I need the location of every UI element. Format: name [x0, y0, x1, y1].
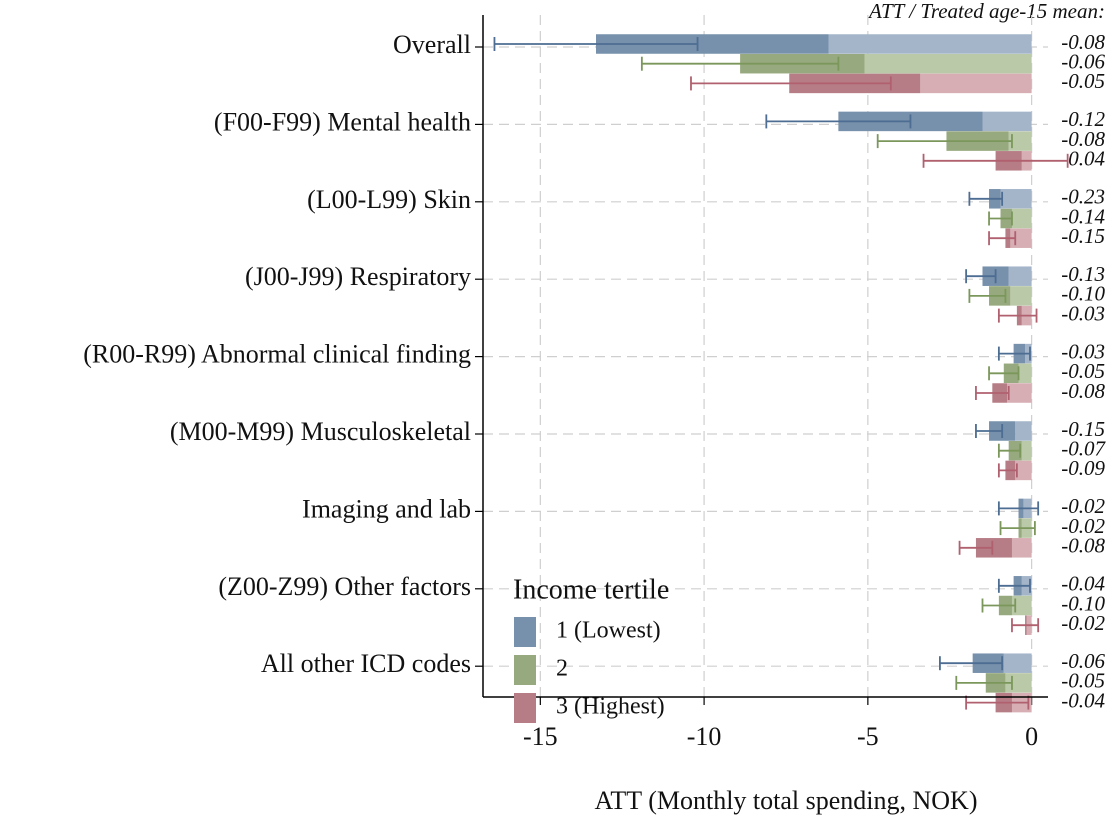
- legend-title: Income tertile: [513, 574, 669, 605]
- legend-label: 2: [556, 656, 568, 682]
- bar-light: [828, 34, 1032, 54]
- y-tick-label: (M00-M99) Musculoskeletal: [170, 417, 471, 446]
- bar-light: [1021, 440, 1032, 461]
- ratio-label: -0.10: [1061, 282, 1105, 306]
- y-tick-label: All other ICD codes: [261, 649, 471, 678]
- y-tick-label: (J00-J99) Respiratory: [245, 262, 471, 291]
- ratio-label: -0.08: [1061, 127, 1105, 151]
- legend-label: 3 (Highest): [556, 694, 665, 720]
- y-tick-label: Overall: [393, 30, 471, 59]
- ratio-label: -0.02: [1061, 494, 1105, 518]
- x-tick-label: -5: [857, 722, 879, 751]
- ratio-label: -0.23: [1061, 185, 1105, 209]
- y-tick-label: (Z00-Z99) Other factors: [218, 572, 471, 601]
- ratio-label: -0.08: [1061, 379, 1105, 403]
- x-tick-label: -10: [687, 722, 722, 751]
- bar-light: [1000, 189, 1032, 209]
- bar-light: [1008, 131, 1032, 151]
- x-axis-title: ATT (Monthly total spending, NOK): [595, 786, 978, 815]
- ratio-label: -0.04: [1061, 572, 1105, 596]
- bar-light: [982, 111, 1032, 132]
- ratio-label: -0.06: [1061, 649, 1105, 673]
- ratio-label: -0.08: [1061, 534, 1105, 558]
- bar-light: [864, 53, 1032, 74]
- y-tick-label: Imaging and lab: [302, 494, 471, 523]
- ratio-label: -0.06: [1061, 50, 1105, 74]
- ratio-label: -0.02: [1061, 611, 1105, 635]
- ratio-label: -0.10: [1061, 591, 1105, 615]
- y-tick-label: (R00-R99) Abnormal clinical finding: [83, 340, 471, 369]
- ratio-label: -0.03: [1061, 339, 1105, 363]
- ratio-label: -0.05: [1061, 669, 1105, 693]
- bar-light: [1008, 266, 1032, 286]
- legend-swatch: [514, 693, 536, 723]
- bar-light: [1011, 538, 1032, 558]
- bar-light: [1003, 653, 1032, 673]
- ratio-label: -0.15: [1061, 417, 1105, 441]
- bar-light: [920, 73, 1032, 94]
- bar-light: [1015, 421, 1032, 441]
- ratio-label: -0.09: [1061, 456, 1105, 480]
- legend-swatch: [514, 655, 536, 685]
- ratio-label: 0.04: [1068, 147, 1105, 171]
- y-tick-label: (L00-L99) Skin: [307, 185, 471, 214]
- ratio-header: ATT / Treated age-15 mean:: [867, 0, 1105, 23]
- ratio-label: -0.08: [1061, 30, 1105, 54]
- ratio-label: -0.07: [1061, 437, 1106, 461]
- ratio-label: -0.14: [1061, 204, 1105, 228]
- x-tick-label: -15: [523, 722, 558, 751]
- ratio-label: -0.12: [1061, 107, 1105, 131]
- ratio-label: -0.03: [1061, 301, 1105, 325]
- legend-swatch: [514, 617, 536, 647]
- bar-light: [1011, 208, 1032, 229]
- bar-light: [1010, 286, 1032, 306]
- x-tick-label: 0: [1025, 722, 1038, 751]
- ratio-label: -0.04: [1061, 688, 1105, 712]
- ratio-label: -0.02: [1061, 514, 1105, 538]
- ratio-label: -0.15: [1061, 224, 1105, 248]
- y-tick-label: (F00-F99) Mental health: [214, 107, 471, 136]
- ratio-label: -0.13: [1061, 262, 1105, 286]
- ratio-label: -0.05: [1061, 69, 1105, 93]
- bar: [975, 538, 1012, 558]
- bar: [596, 34, 829, 54]
- bar-light: [1018, 363, 1032, 384]
- legend-label: 1 (Lowest): [556, 618, 661, 644]
- bar-light: [1015, 460, 1032, 481]
- bar-light: [1011, 595, 1032, 616]
- bar-light: [1007, 383, 1032, 403]
- ratio-label: -0.05: [1061, 359, 1105, 383]
